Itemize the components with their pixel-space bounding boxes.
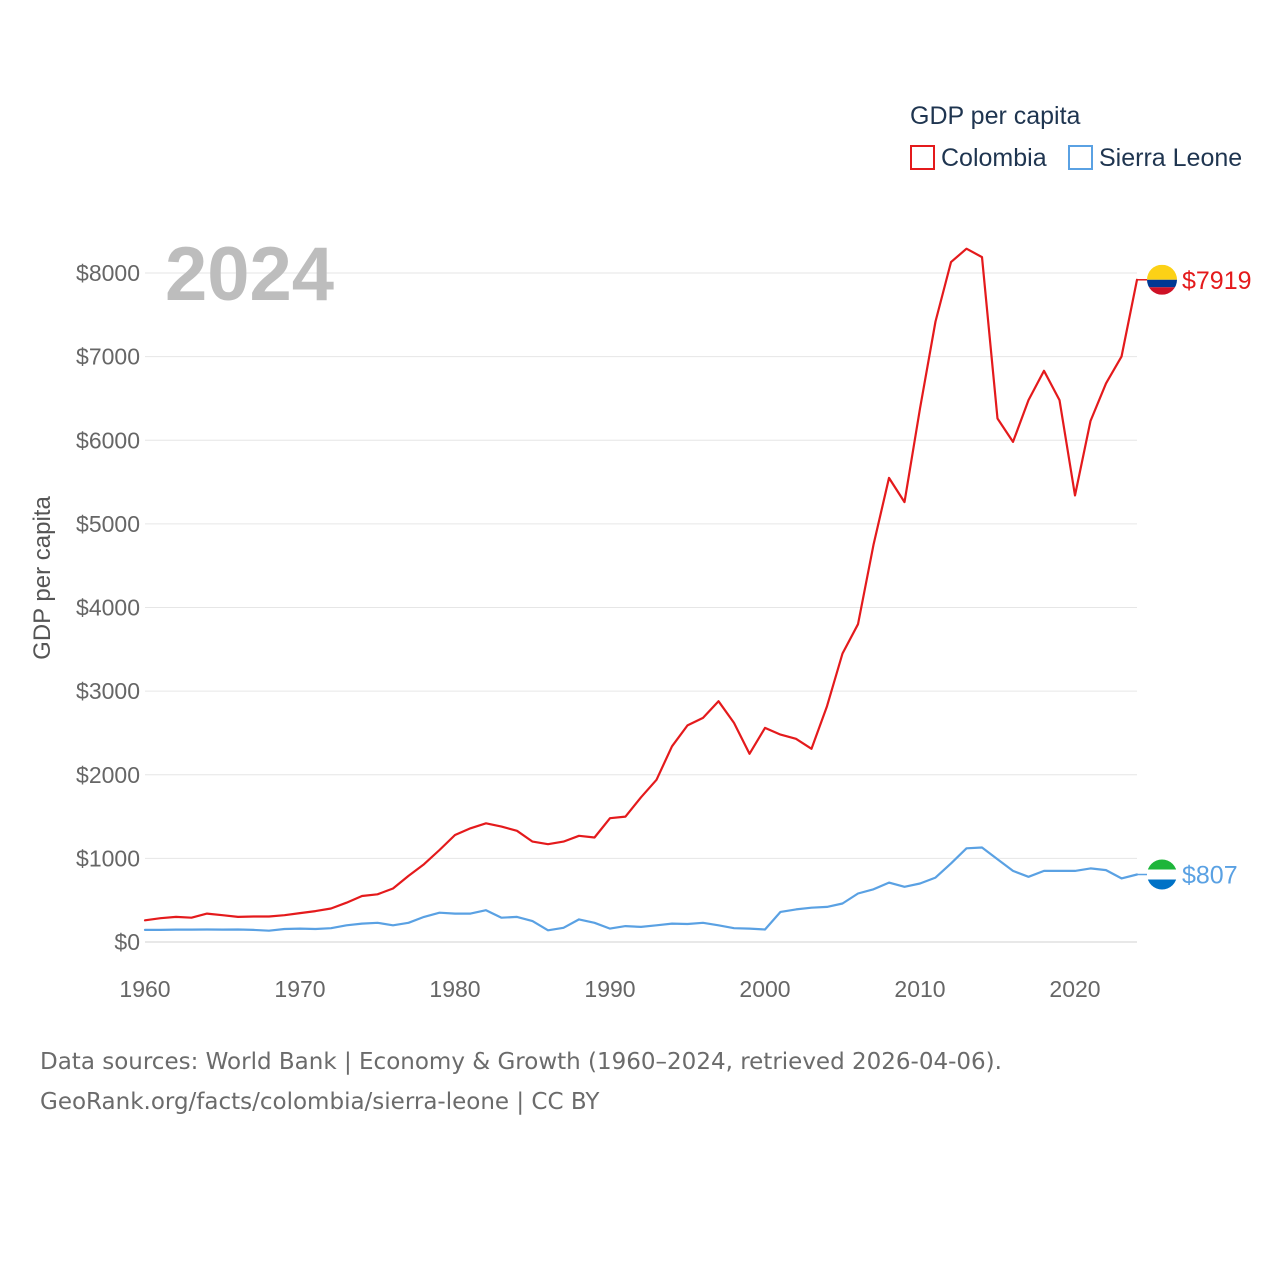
- x-tick-label: 1960: [119, 976, 170, 1002]
- x-tick-label: 2020: [1049, 976, 1100, 1002]
- legend-swatch-sierra-leone[interactable]: [1068, 145, 1093, 170]
- legend-label-sierra-leone[interactable]: Sierra Leone: [1099, 144, 1242, 172]
- y-tick-label: $5000: [76, 511, 140, 537]
- series-line-colombia[interactable]: [143, 247, 1139, 922]
- x-tick-label: 1990: [584, 976, 635, 1002]
- series-line-sierra-leone[interactable]: [143, 846, 1139, 932]
- series-lines: [143, 247, 1139, 932]
- flag-icon-colombia: [1147, 264, 1177, 295]
- y-tick-label: $6000: [76, 427, 140, 453]
- x-tick-label: 1980: [429, 976, 480, 1002]
- x-axis: 1960 1970 1980 1990 2000 2010 2020: [119, 976, 1100, 1002]
- y-tick-label: $8000: [76, 260, 140, 286]
- x-tick-label: 2010: [894, 976, 945, 1002]
- footer-data-sources: Data sources: World Bank | Economy & Gro…: [40, 1049, 1002, 1075]
- legend-title: GDP per capita: [910, 102, 1081, 130]
- y-tick-label: $1000: [76, 845, 140, 871]
- year-watermark: 2024: [165, 232, 334, 317]
- gridlines: [145, 272, 1137, 943]
- legend-swatch-colombia[interactable]: [910, 145, 935, 170]
- y-tick-label: $2000: [76, 762, 140, 788]
- y-axis: $0 $1000 $2000 $3000 $4000 $5000 $6000 $7000 $80…: [76, 260, 140, 955]
- y-tick-label: $4000: [76, 595, 140, 621]
- flag-icon-sierra-leone: [1147, 859, 1177, 890]
- gdp-line-chart: $0 $1000 $2000 $3000 $4000 $5000 $6000 $7000 $80…: [29, 102, 1252, 1002]
- y-tick-label: $0: [114, 929, 140, 955]
- x-tick-label: 2000: [739, 976, 790, 1002]
- legend-label-colombia[interactable]: Colombia: [941, 144, 1047, 172]
- footer: Data sources: World Bank | Economy & Gro…: [40, 1042, 1002, 1122]
- y-tick-label: $7000: [76, 344, 140, 370]
- x-tick-label: 1970: [274, 976, 325, 1002]
- footer-credit-link[interactable]: GeoRank.org/facts/colombia/sierra-leone …: [40, 1089, 600, 1115]
- series-end-labels: $7919 $807: [1137, 264, 1252, 890]
- y-axis-title: GDP per capita: [29, 496, 56, 660]
- y-tick-label: $3000: [76, 678, 140, 704]
- legend: GDP per capita Colombia Sierra Leone: [910, 102, 1242, 172]
- end-value-label-colombia: $7919: [1182, 267, 1252, 295]
- end-value-label-sierra-leone: $807: [1182, 862, 1238, 890]
